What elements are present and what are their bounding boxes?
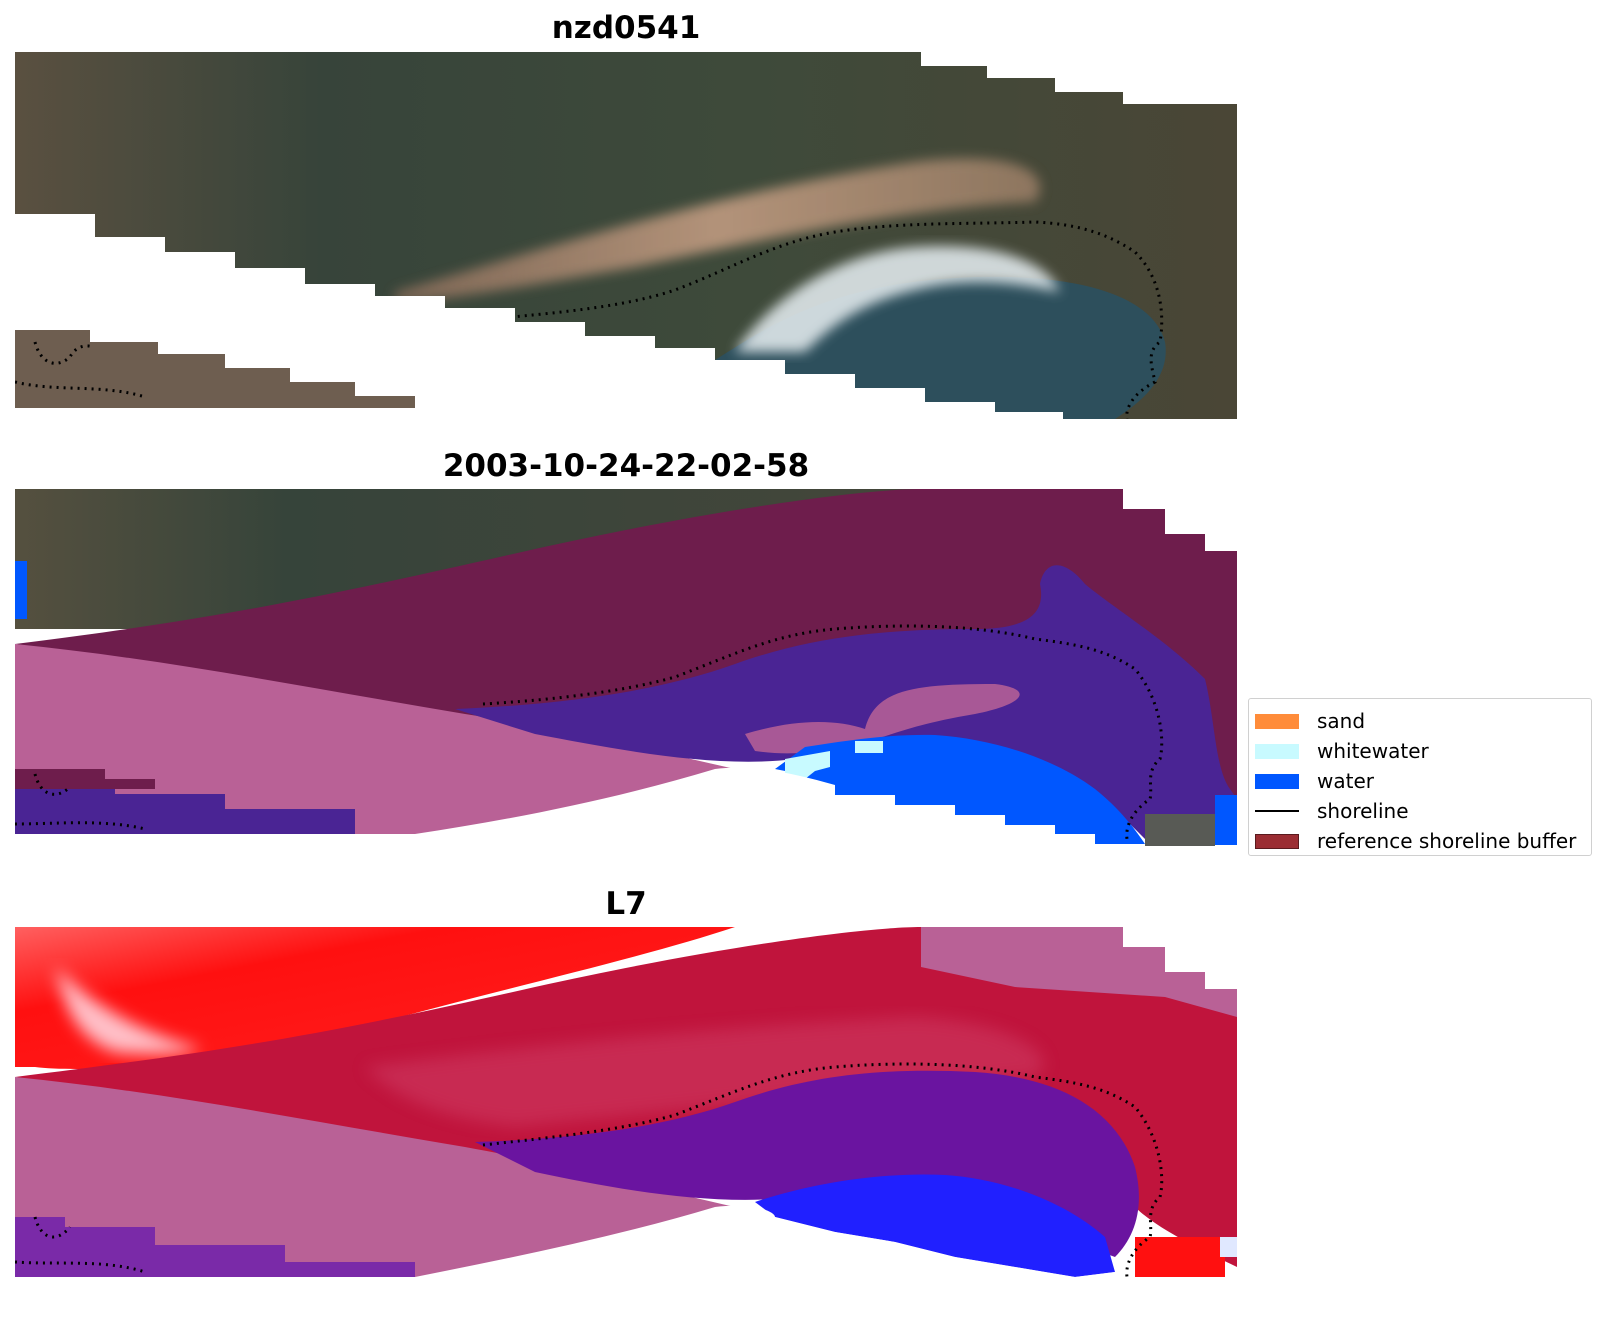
nodata-mask (15, 214, 1063, 419)
index-white-corner (1220, 1237, 1237, 1257)
legend-line-shoreline (1255, 810, 1299, 812)
index-blue-region (755, 1174, 1115, 1277)
class-water-blue-right (1215, 795, 1237, 845)
classification-image (15, 489, 1237, 856)
legend-item-sand: sand (1255, 709, 1365, 733)
panel-title-rgb: nzd0541 (551, 10, 701, 46)
rgb-image-panel (15, 52, 1237, 419)
legend-item-reference-buffer: reference shoreline buffer (1255, 829, 1576, 853)
nodata-mask-3 (415, 1205, 1115, 1294)
legend-label-sand: sand (1317, 709, 1366, 733)
class-speckle (745, 684, 1020, 754)
legend-label-water: water (1317, 769, 1374, 793)
index-pale-streak (55, 967, 200, 1055)
scene-land-strip (15, 330, 415, 408)
class-land-corner (1145, 814, 1215, 846)
index-strip (15, 1217, 415, 1277)
class-strip-dark (15, 769, 155, 789)
scene-sand (395, 158, 1040, 302)
index-red-corner (1135, 1237, 1225, 1277)
buffer-dark (15, 489, 1237, 819)
index-image (15, 927, 1237, 1294)
shoreline-dotted-3 (482, 1062, 1164, 1278)
legend-label-shoreline: shoreline (1317, 799, 1409, 823)
panel-title-date: 2003-10-24-22-02-58 (442, 448, 810, 484)
index-pink-bottom (15, 1077, 735, 1294)
legend-item-whitewater: whitewater (1255, 739, 1429, 763)
scene-foam (735, 246, 1060, 352)
shoreline-dotted-left (15, 341, 146, 399)
rgb-image (15, 52, 1237, 419)
legend-item-water: water (1255, 769, 1374, 793)
legend-label-reference-buffer: reference shoreline buffer (1317, 829, 1577, 853)
nodata-mask-2 (415, 767, 1095, 856)
legend-swatch-water (1255, 773, 1299, 789)
legend: sand whitewater water shoreline referenc… (1248, 698, 1592, 856)
legend-swatch-reference-buffer (1255, 833, 1299, 849)
index-crimson-highlight (365, 1017, 1044, 1127)
classification-panel (15, 489, 1237, 856)
class-whitewater (785, 751, 830, 779)
index-pink-top (921, 927, 1237, 1017)
shoreline-dotted-2 (482, 624, 1164, 840)
legend-label-whitewater: whitewater (1317, 739, 1429, 763)
index-red-region (15, 927, 735, 1069)
class-water-blue-left (15, 561, 27, 619)
legend-swatch-sand (1255, 713, 1299, 729)
shoreline-dotted-2-left (15, 773, 146, 831)
legend-swatch-whitewater (1255, 743, 1299, 759)
legend-item-shoreline: shoreline (1255, 799, 1409, 823)
index-panel (15, 927, 1237, 1294)
panel-title-satellite: L7 (605, 886, 647, 922)
class-whitewater-2 (855, 741, 883, 753)
class-water-blue (775, 734, 1145, 844)
